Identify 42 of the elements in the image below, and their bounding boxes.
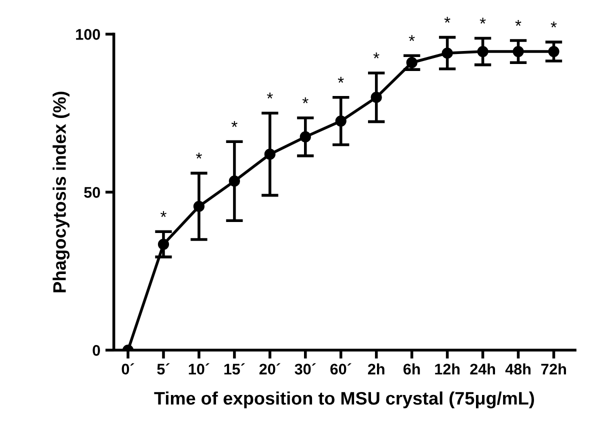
annotation: * — [373, 52, 380, 58]
x-tick-label: 48h — [505, 363, 530, 375]
annotation: * — [160, 211, 166, 218]
x-axis-title: Time of exposition to MSU crystal (75μg/mL) — [154, 391, 534, 408]
point — [370, 92, 382, 103]
point — [335, 116, 346, 127]
y-tick-label: 100 — [76, 29, 100, 40]
annotation: * — [515, 20, 522, 26]
annotation: * — [338, 76, 344, 83]
point — [193, 200, 205, 212]
point — [158, 238, 170, 250]
annotation: * — [408, 35, 415, 42]
x-tick-label: 15´ — [224, 363, 245, 375]
point — [228, 176, 240, 187]
annotation: * — [231, 121, 238, 127]
point — [442, 48, 453, 59]
y-tick-label: 50 — [84, 187, 100, 198]
x-tick-label: 24h — [470, 363, 496, 374]
point — [300, 131, 311, 142]
x-tick-label: 20´ — [259, 363, 280, 375]
point — [406, 57, 418, 68]
annotation: * — [196, 152, 202, 159]
annotation: * — [266, 92, 273, 99]
annotation: * — [550, 22, 557, 28]
x-tick-label: 72h — [541, 363, 566, 374]
point — [548, 46, 560, 58]
x-tick-label: 12h — [435, 363, 460, 374]
y-axis-title: Phagocytosis index (%) — [52, 92, 70, 292]
x-tick-label: 6h — [403, 363, 420, 375]
x-tick-label: 0´ — [122, 363, 134, 375]
x-tick-label: 10´ — [188, 363, 210, 375]
point — [264, 148, 276, 160]
annotation: * — [480, 18, 486, 24]
x-tick-label: 30´ — [294, 363, 316, 375]
annotation: * — [302, 97, 308, 104]
point — [512, 46, 524, 58]
y-tick-label: 0 — [92, 345, 100, 356]
point — [477, 46, 488, 58]
annotation: * — [444, 16, 450, 23]
x-tick-label: 2h — [368, 363, 384, 374]
x-tick-label: 5´ — [157, 363, 170, 375]
x-tick-label: 60´ — [330, 363, 352, 375]
